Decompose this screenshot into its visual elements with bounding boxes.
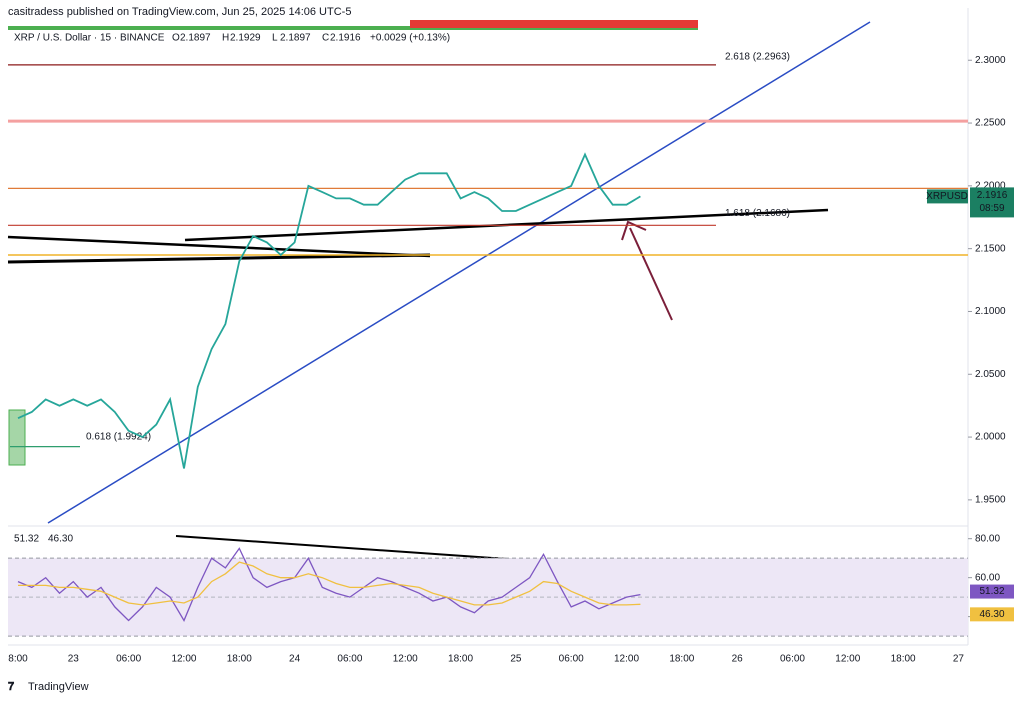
ohlc-key: L <box>272 33 278 44</box>
ticker: XRPUSD <box>926 191 968 202</box>
y-tick-label: 1.9500 <box>975 495 1006 506</box>
x-tick-label: 06:00 <box>337 654 362 665</box>
rsi-header-value: 51.32 <box>14 534 39 545</box>
y-tick-label: 2.1000 <box>975 306 1006 317</box>
ohlc-key: H <box>222 33 229 44</box>
rsi-tag <box>970 607 1014 622</box>
publisher: casitradess published on TradingView.com… <box>8 6 351 18</box>
x-tick-label: 12:00 <box>393 654 418 665</box>
brand: TradingView <box>28 681 89 693</box>
x-tick-label: 27 <box>953 654 965 665</box>
logo: 𝟕 <box>8 681 15 693</box>
series-line <box>18 561 641 606</box>
footer: 𝟕 TradingView <box>8 681 89 693</box>
series-line <box>17 547 641 622</box>
trend-line <box>47 21 871 524</box>
x-tick-label: 18:00 <box>448 654 473 665</box>
ohlc-key: C <box>322 33 329 44</box>
price-tag <box>970 187 1014 218</box>
rsi-tag-label: 46.30 <box>979 609 1004 620</box>
level-label: 1.618 (2.1686) <box>725 208 790 219</box>
trend-line <box>7 235 431 258</box>
top-bar <box>8 26 698 30</box>
x-tick-label: 12:00 <box>614 654 639 665</box>
countdown: 08:59 <box>979 203 1004 214</box>
box <box>8 409 26 466</box>
x-tick-label: 06:00 <box>780 654 805 665</box>
ohlc-key: O <box>172 33 180 44</box>
x-tick-label: 23 <box>68 654 80 665</box>
y-tick-label: 2.3000 <box>975 55 1006 66</box>
x-tick-label: 24 <box>289 654 301 665</box>
arrow-head <box>621 220 647 241</box>
ticker-box <box>927 189 968 204</box>
ohlc-value: 2.1929 <box>230 33 261 44</box>
x-tick-label: 18:00 <box>669 654 694 665</box>
symbol: XRP / U.S. Dollar · 15 · BINANCE <box>14 33 165 44</box>
x-tick-label: 18:00 <box>891 654 916 665</box>
x-tick-label: 25 <box>510 654 522 665</box>
x-tick-label: 12:00 <box>835 654 860 665</box>
y-tick-label: 2.2000 <box>975 180 1006 191</box>
change: +0.0029 (+0.13%) <box>370 33 450 44</box>
price-tag-label: 2.1916 <box>977 190 1008 201</box>
y-tick-label: 2.0000 <box>975 432 1006 443</box>
level-label: 2.618 (2.2963) <box>725 52 790 63</box>
top-bar <box>410 20 698 28</box>
ohlc-value: 2.1897 <box>180 33 211 44</box>
y-tick-label: 80.00 <box>975 533 1000 544</box>
ohlc-value: 2.1897 <box>280 33 311 44</box>
y-tick-label: 60.00 <box>975 572 1000 583</box>
x-tick-label: 18:00 <box>227 654 252 665</box>
rsi-header-value: 46.30 <box>48 534 73 545</box>
trend-line <box>7 253 431 264</box>
level-label: 0.618 (1.9924) <box>86 431 151 442</box>
arrow <box>629 227 673 321</box>
series-line <box>17 152 641 469</box>
y-tick-label: 2.0500 <box>975 369 1006 380</box>
y-tick-label: 2.1500 <box>975 243 1006 254</box>
x-tick-label: 26 <box>732 654 744 665</box>
y-tick-label: 2.2500 <box>975 118 1006 129</box>
rsi-tag <box>970 584 1014 599</box>
x-tick-label: 06:00 <box>116 654 141 665</box>
ohlc-value: 2.1916 <box>330 33 361 44</box>
x-tick-label: 12:00 <box>171 654 196 665</box>
x-tick-label: 8:00 <box>8 654 28 665</box>
rsi-tag-label: 51.32 <box>979 586 1004 597</box>
x-tick-label: 06:00 <box>559 654 584 665</box>
